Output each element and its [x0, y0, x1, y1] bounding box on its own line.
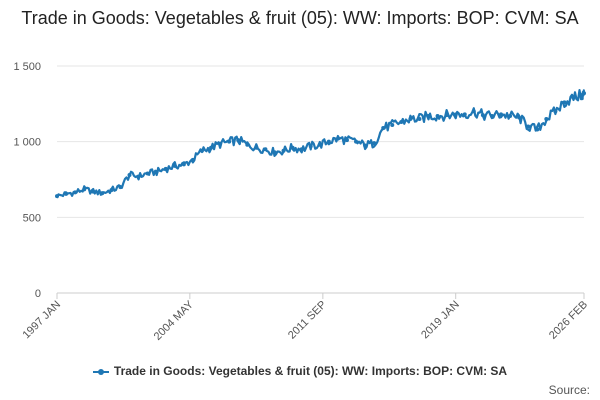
x-tick-label: 2019 JAN	[419, 299, 462, 342]
y-tick-label: 500	[23, 212, 41, 224]
data-point[interactable]	[118, 185, 123, 190]
data-point[interactable]	[263, 147, 268, 152]
data-point[interactable]	[172, 163, 177, 168]
data-point[interactable]	[582, 91, 586, 96]
data-point[interactable]	[544, 116, 549, 121]
data-point[interactable]	[281, 148, 286, 153]
data-point[interactable]	[181, 162, 186, 167]
data-point[interactable]	[417, 116, 422, 121]
data-point[interactable]	[218, 141, 223, 146]
x-tick-label: 2026 FEB	[547, 299, 590, 342]
legend[interactable]: Trade in Goods: Vegetables & fruit (05):…	[0, 364, 600, 378]
data-point[interactable]	[199, 148, 204, 153]
x-tick-label: 1997 JAN	[20, 299, 63, 342]
data-point[interactable]	[109, 188, 114, 193]
data-point[interactable]	[498, 112, 503, 117]
source-label: Source:	[548, 383, 590, 397]
data-point[interactable]	[64, 191, 69, 196]
data-point[interactable]	[390, 123, 395, 128]
legend-series-marker-icon	[92, 367, 109, 377]
data-point[interactable]	[344, 138, 349, 143]
data-point[interactable]	[517, 115, 522, 120]
data-point[interactable]	[363, 143, 368, 148]
data-point[interactable]	[526, 124, 531, 129]
series-layer	[55, 89, 586, 199]
y-tick-label: 0	[35, 288, 41, 300]
data-point[interactable]	[290, 145, 295, 150]
x-tick-label: 2011 SEP	[286, 299, 329, 342]
data-point[interactable]	[381, 126, 386, 131]
chart-title: Trade in Goods: Vegetables & fruit (05):…	[21, 8, 579, 28]
data-point[interactable]	[462, 112, 467, 117]
data-point[interactable]	[335, 136, 340, 141]
data-point[interactable]	[91, 189, 96, 194]
data-point[interactable]	[435, 113, 440, 118]
data-point[interactable]	[73, 190, 78, 195]
data-point[interactable]	[55, 194, 59, 199]
data-point[interactable]	[254, 145, 259, 150]
data-point[interactable]	[145, 171, 150, 176]
data-point[interactable]	[399, 119, 404, 124]
data-point[interactable]	[480, 113, 485, 118]
data-point[interactable]	[562, 100, 567, 105]
data-point[interactable]	[444, 113, 449, 118]
y-tick-label: 1 500	[13, 61, 41, 73]
data-point[interactable]	[236, 138, 241, 143]
data-point[interactable]	[308, 144, 313, 149]
grid-layer	[57, 65, 584, 294]
axis-layer: 0 500 1 000 1 500 1997 JAN 2004 MAY 2011 SEP 20…	[13, 61, 590, 343]
data-point[interactable]	[317, 142, 322, 147]
data-point[interactable]	[489, 113, 494, 118]
data-point[interactable]	[372, 141, 377, 146]
data-point[interactable]	[136, 174, 141, 179]
data-point[interactable]	[209, 145, 214, 150]
data-point[interactable]	[535, 127, 540, 132]
legend-dot	[97, 368, 104, 375]
data-point[interactable]	[408, 116, 413, 121]
data-point[interactable]	[190, 157, 195, 162]
data-point[interactable]	[326, 139, 331, 144]
data-point[interactable]	[163, 166, 168, 171]
legend-label: Trade in Goods: Vegetables & fruit (05):…	[113, 364, 508, 378]
y-tick-label: 1 000	[13, 137, 41, 149]
data-point[interactable]	[245, 142, 250, 147]
data-point[interactable]	[299, 147, 304, 152]
data-point[interactable]	[354, 139, 359, 144]
data-point[interactable]	[571, 95, 576, 100]
data-point[interactable]	[426, 113, 431, 118]
data-point[interactable]	[127, 172, 132, 177]
data-point[interactable]	[82, 187, 87, 192]
data-point[interactable]	[471, 109, 476, 114]
data-point[interactable]	[154, 169, 159, 174]
data-point[interactable]	[553, 109, 558, 114]
data-point[interactable]	[100, 191, 105, 196]
x-tick-label: 2004 MAY	[152, 298, 197, 343]
data-point[interactable]	[227, 139, 232, 144]
data-point[interactable]	[453, 112, 458, 117]
data-point[interactable]	[272, 150, 277, 155]
data-point[interactable]	[508, 113, 513, 118]
